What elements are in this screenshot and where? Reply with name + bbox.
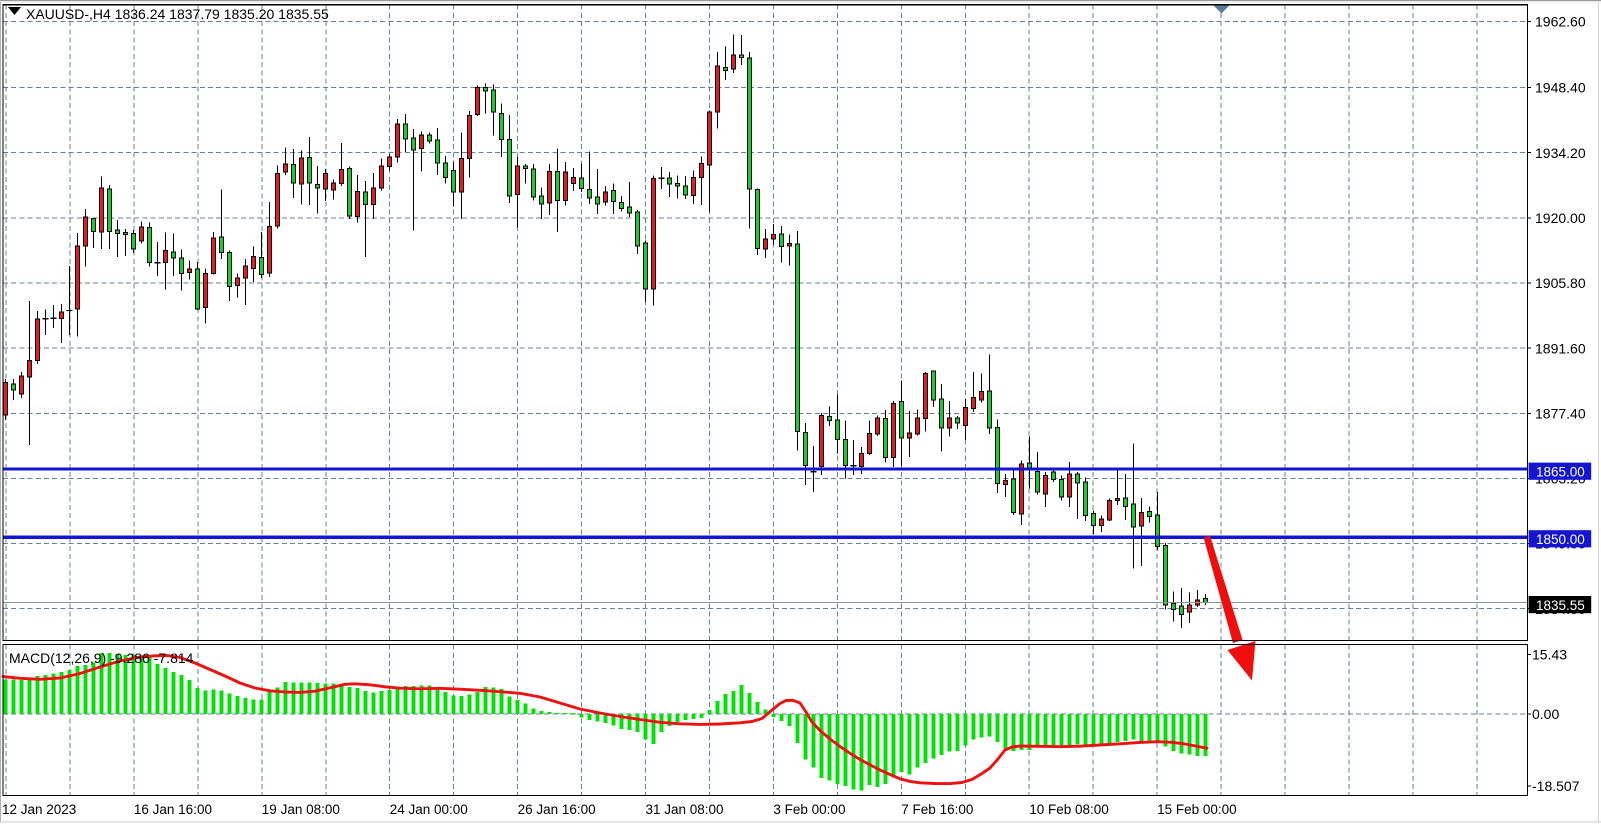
svg-text:1948.40: 1948.40	[1535, 80, 1586, 96]
svg-text:15 Feb 00:00: 15 Feb 00:00	[1157, 802, 1237, 817]
svg-text:MACD(12,26,9) -9.286 -7.814: MACD(12,26,9) -9.286 -7.814	[9, 650, 194, 666]
svg-text:1905.80: 1905.80	[1535, 275, 1586, 291]
svg-text:31 Jan 08:00: 31 Jan 08:00	[646, 802, 724, 817]
svg-text:0.00: 0.00	[1532, 706, 1559, 722]
svg-text:1934.20: 1934.20	[1535, 145, 1586, 161]
svg-text:7 Feb 16:00: 7 Feb 16:00	[901, 802, 973, 817]
svg-text:1835.55: 1835.55	[1536, 598, 1585, 613]
svg-text:12 Jan 2023: 12 Jan 2023	[2, 802, 76, 817]
svg-text:10 Feb 08:00: 10 Feb 08:00	[1029, 802, 1109, 817]
svg-text:1962.60: 1962.60	[1535, 14, 1586, 30]
svg-text:15.43: 15.43	[1532, 646, 1567, 662]
svg-text:1850.00: 1850.00	[1536, 532, 1585, 547]
svg-text:1877.40: 1877.40	[1535, 405, 1586, 421]
svg-text:-18.507: -18.507	[1532, 778, 1580, 794]
svg-text:19 Jan 08:00: 19 Jan 08:00	[262, 802, 340, 817]
svg-text:26 Jan 16:00: 26 Jan 16:00	[518, 802, 596, 817]
svg-text:1891.60: 1891.60	[1535, 340, 1586, 356]
svg-text:16 Jan 16:00: 16 Jan 16:00	[134, 802, 212, 817]
svg-text:XAUUSD-,H4 1836.24 1837.79 183: XAUUSD-,H4 1836.24 1837.79 1835.20 1835.…	[26, 6, 329, 22]
svg-text:1920.00: 1920.00	[1535, 210, 1586, 226]
svg-text:3 Feb 00:00: 3 Feb 00:00	[773, 802, 845, 817]
svg-text:24 Jan 00:00: 24 Jan 00:00	[390, 802, 468, 817]
svg-text:1865.00: 1865.00	[1536, 464, 1585, 479]
